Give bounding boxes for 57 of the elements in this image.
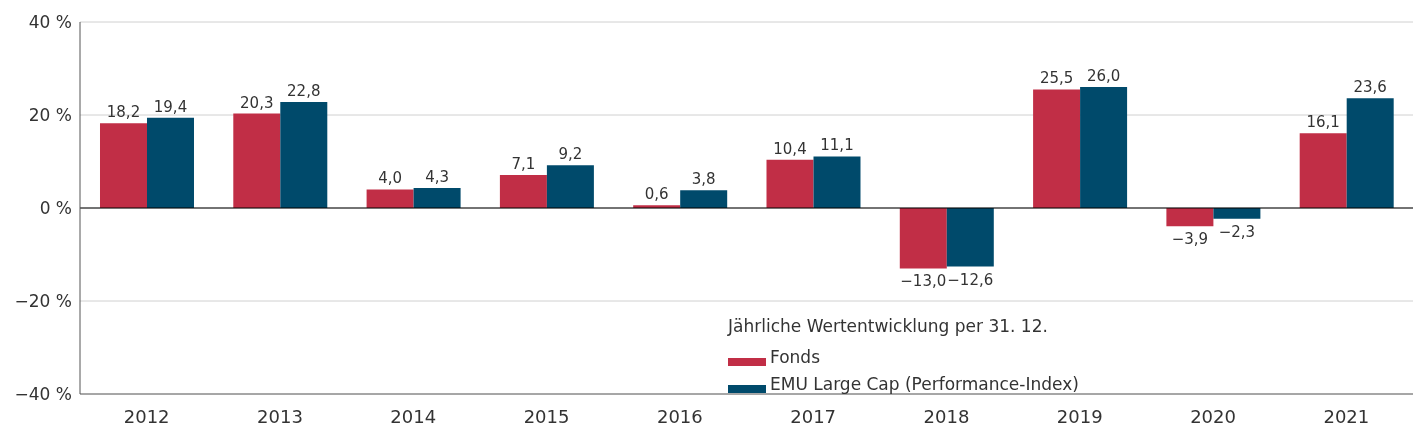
data-label: 26,0	[1086, 67, 1121, 86]
bar	[233, 113, 281, 208]
bar	[1346, 98, 1394, 208]
x-tick-label: 2015	[523, 405, 570, 427]
y-tick-label: −40 %	[14, 384, 72, 405]
data-label: −12,6	[947, 270, 994, 289]
data-label: −3,9	[1171, 230, 1209, 249]
y-tick-label: 0 %	[39, 198, 72, 219]
data-label: 16,1	[1306, 113, 1340, 132]
data-label: 9,2	[558, 145, 583, 164]
x-tick-label: 2014	[390, 405, 437, 427]
bar	[366, 189, 414, 208]
y-tick-label: 40 %	[28, 12, 72, 33]
data-label: 25,5	[1039, 69, 1074, 88]
bar	[1080, 87, 1128, 208]
bar	[946, 208, 994, 267]
bar	[813, 156, 861, 208]
data-label: −2,3	[1218, 222, 1256, 241]
bar	[413, 188, 461, 208]
legend-title: Jährliche Wertentwicklung per 31. 12.	[728, 315, 1049, 338]
data-label: 11,1	[820, 136, 854, 155]
y-tick-label: −20 %	[14, 291, 72, 312]
x-tick-label: 2021	[1323, 405, 1370, 427]
data-label: 19,4	[153, 97, 188, 116]
bar	[1033, 89, 1081, 208]
data-label: 23,6	[1353, 78, 1387, 97]
data-label: 22,8	[287, 81, 321, 100]
legend-label: Fonds	[770, 346, 820, 369]
bar	[766, 159, 814, 208]
bar	[1166, 208, 1214, 227]
x-tick-label: 2012	[123, 405, 170, 427]
data-label: 4,0	[378, 169, 403, 188]
bar	[147, 117, 194, 208]
x-tick-label: 2020	[1190, 405, 1236, 427]
y-tick-label: 20 %	[28, 105, 72, 126]
bar	[1213, 208, 1261, 219]
data-label: 18,2	[106, 103, 141, 122]
x-tick-label: 2013	[257, 405, 303, 427]
legend-label: EMU Large Cap (Performance-Index)	[770, 373, 1079, 396]
x-tick-label: 2017	[790, 405, 837, 427]
data-label: 7,1	[511, 154, 536, 173]
x-tick-label: 2018	[923, 405, 970, 427]
bar	[499, 174, 547, 208]
bar	[680, 190, 728, 208]
bar	[100, 123, 147, 208]
data-label: 3,8	[691, 170, 716, 189]
bar	[899, 208, 947, 269]
data-label: 0,6	[644, 185, 669, 204]
bar	[546, 165, 594, 208]
x-tick-label: 2016	[656, 405, 703, 427]
bar	[280, 101, 328, 208]
data-label: 10,4	[773, 139, 807, 158]
bar	[1299, 133, 1347, 208]
data-label: −13,0	[900, 272, 947, 291]
data-label: 20,3	[240, 93, 274, 112]
x-tick-label: 2019	[1056, 405, 1103, 427]
data-label: 4,3	[425, 168, 450, 187]
